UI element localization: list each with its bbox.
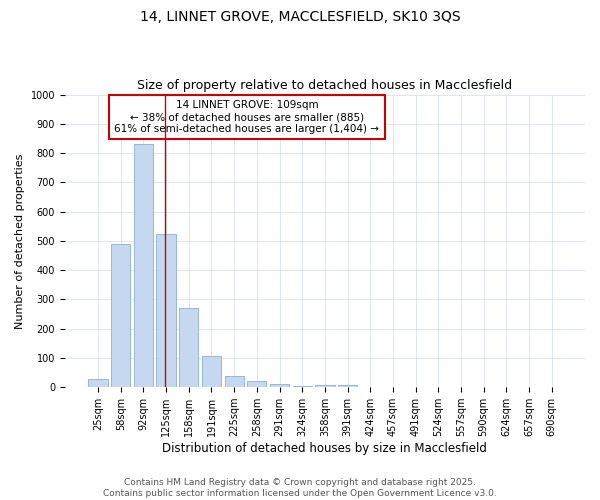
X-axis label: Distribution of detached houses by size in Macclesfield: Distribution of detached houses by size …	[163, 442, 487, 455]
Bar	[134, 144, 153, 387]
Bar	[270, 384, 289, 387]
Text: 14 LINNET GROVE: 109sqm
← 38% of detached houses are smaller (885)
61% of semi-d: 14 LINNET GROVE: 109sqm ← 38% of detache…	[115, 100, 379, 134]
Bar	[179, 308, 199, 387]
Bar	[315, 385, 335, 387]
Bar	[202, 356, 221, 387]
Text: 14, LINNET GROVE, MACCLESFIELD, SK10 3QS: 14, LINNET GROVE, MACCLESFIELD, SK10 3QS	[140, 10, 460, 24]
Title: Size of property relative to detached houses in Macclesfield: Size of property relative to detached ho…	[137, 79, 512, 92]
Bar	[338, 385, 357, 387]
Bar	[111, 244, 130, 387]
Bar	[224, 376, 244, 387]
Bar	[157, 234, 176, 387]
Y-axis label: Number of detached properties: Number of detached properties	[15, 153, 25, 328]
Text: Contains HM Land Registry data © Crown copyright and database right 2025.
Contai: Contains HM Land Registry data © Crown c…	[103, 478, 497, 498]
Bar	[293, 386, 312, 387]
Bar	[88, 379, 108, 387]
Bar	[247, 381, 266, 387]
